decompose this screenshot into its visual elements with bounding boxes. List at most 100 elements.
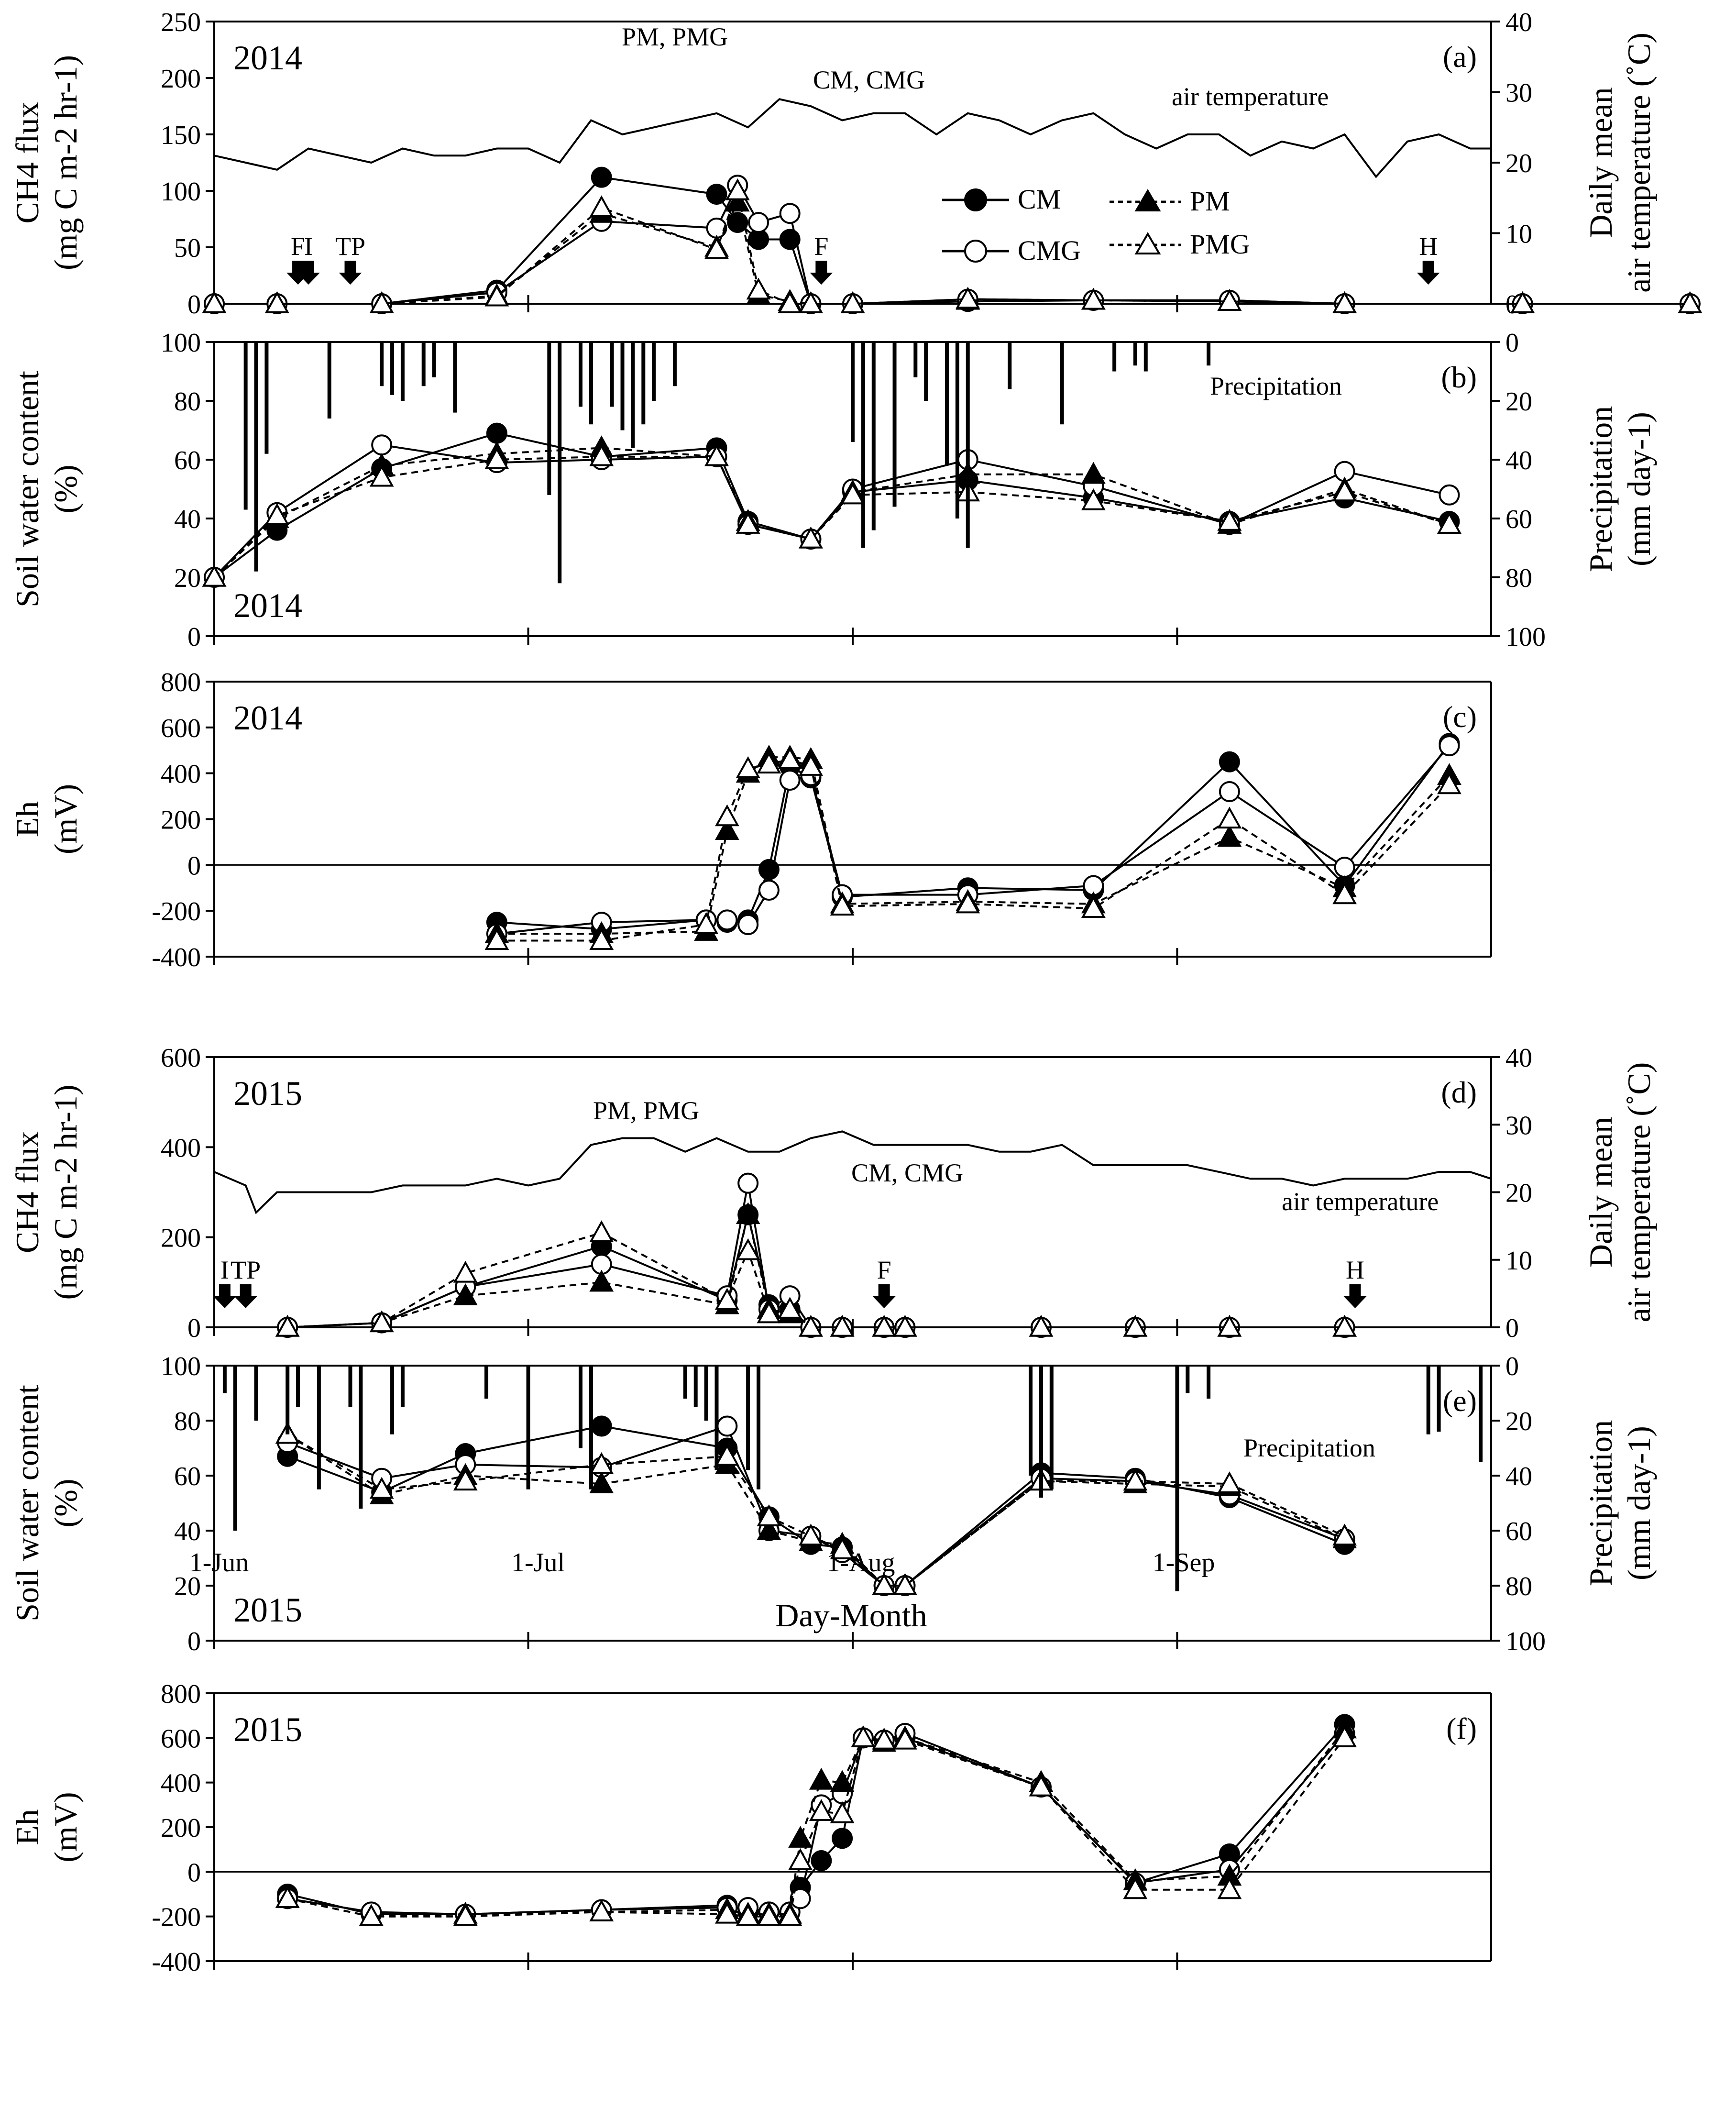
marker-pmg	[830, 1801, 855, 1823]
marker-pmg	[1217, 1877, 1242, 1899]
precipitation-bar	[1207, 342, 1211, 366]
y-tick-label: 800	[161, 668, 201, 697]
y-tick-label: 40	[174, 505, 201, 534]
y-tick-label: 200	[161, 805, 201, 835]
y-tick-label: 0	[187, 1858, 201, 1887]
precipitation-bar	[631, 342, 635, 448]
marker-pmg	[1081, 287, 1106, 310]
annotation: PM, PMG	[622, 22, 728, 51]
marker-cm	[758, 859, 780, 880]
marker-pmg	[778, 1904, 802, 1926]
marker-cm	[591, 1415, 612, 1437]
precipitation-bar	[1060, 342, 1064, 425]
y-tick-label: 600	[161, 714, 201, 743]
y2-tick-label: 10	[1505, 220, 1532, 249]
y2-tick-label: 20	[1505, 1407, 1532, 1436]
marker-pmg	[851, 1725, 876, 1747]
y-axis-unit: (mg C m-2 hr-1)	[47, 1084, 84, 1300]
marker-pmg	[1123, 1468, 1148, 1491]
legend-pmg-label: PMG	[1190, 229, 1250, 260]
marker-pmg	[757, 1504, 781, 1526]
precipitation-bar	[327, 342, 331, 419]
y-tick-label: 0	[187, 290, 201, 320]
y2-tick-label: 20	[1505, 1179, 1532, 1208]
marker-pmg	[1029, 1774, 1054, 1797]
marker-pmg	[714, 1288, 739, 1310]
marker-cmg	[716, 909, 738, 931]
precipitation-bar	[871, 342, 876, 530]
marker-pmg	[694, 912, 719, 934]
marker-pmg	[1217, 1314, 1242, 1337]
event-label: F	[877, 1256, 891, 1284]
panel-3: -400 -200 0 200 400 600 800 Eh (mV) (c) 2014	[9, 668, 1492, 972]
precipitation-bar	[484, 1366, 489, 1399]
precipitation-bar	[955, 342, 959, 518]
marker-pmg	[1081, 488, 1106, 510]
y-tick-label: 250	[161, 8, 201, 37]
marker-cm	[832, 1828, 853, 1849]
y-axis-title: Eh	[9, 1809, 45, 1845]
precipitation-bar	[1008, 342, 1012, 389]
marker-cm	[706, 184, 727, 205]
marker-pmg	[840, 291, 865, 313]
precipitation-bar	[233, 1366, 237, 1531]
precipitation-bar	[746, 1366, 750, 1470]
precipitation-bar	[652, 342, 656, 401]
marker-pmg	[264, 291, 289, 313]
precipitation-bar	[1207, 1366, 1211, 1399]
precipitation-bar	[317, 1366, 321, 1489]
marker-pm	[453, 1283, 478, 1305]
y-tick-label: 800	[161, 1679, 201, 1709]
precipitation-bar	[641, 342, 646, 425]
marker-pmg	[799, 1314, 823, 1337]
marker-pmg	[589, 1899, 614, 1921]
x-tick-aug: 1-Aug	[826, 1548, 895, 1577]
marker-pmg	[369, 291, 394, 313]
precipitation-bar	[1426, 1366, 1430, 1434]
marker-pmg	[778, 291, 802, 313]
marker-pmg	[359, 1904, 384, 1926]
y-tick-label: -200	[152, 897, 201, 927]
series-line-pm	[213, 447, 1450, 578]
precipitation-bar	[589, 1366, 593, 1489]
precipitation-bar	[254, 1366, 258, 1421]
y-axis-title: Soil water content	[9, 371, 45, 607]
marker-pmg	[264, 503, 289, 525]
marker-pmg	[788, 1848, 813, 1870]
y-tick-label: 600	[161, 1724, 201, 1754]
y2-tick-label: 0	[1505, 328, 1519, 358]
panel-year: 2015	[233, 1591, 302, 1629]
annotation: air temperature	[1282, 1187, 1439, 1216]
precipitation-bar	[1186, 1366, 1190, 1393]
precipitation-bar	[693, 1366, 698, 1407]
precipitation-bar	[589, 342, 593, 425]
precipitation-bar	[1029, 1366, 1033, 1476]
series-line-pmg	[496, 758, 1450, 942]
y2-tick-label: 80	[1505, 563, 1532, 593]
panel-tag: (f)	[1446, 1711, 1477, 1745]
precipitation-bar	[390, 342, 395, 395]
precipitation-bar	[892, 342, 897, 507]
marker-cm	[486, 422, 507, 444]
marker-pmg	[725, 178, 750, 200]
panel-year: 2014	[233, 586, 302, 625]
series-line-pm	[496, 756, 1450, 935]
y-tick-label: 20	[174, 1572, 201, 1601]
y-tick-label: 400	[161, 1133, 201, 1163]
y-tick-label: -400	[152, 1947, 201, 1977]
marker-pmg	[778, 747, 802, 769]
y-axis-unit: (%)	[47, 1479, 84, 1528]
marker-pm	[788, 1826, 813, 1848]
y-tick-label: 60	[174, 446, 201, 475]
y-tick-label: 0	[187, 1627, 201, 1656]
y2-axis-unit: (mm day-1)	[1621, 412, 1657, 566]
marker-pmg	[809, 1799, 834, 1821]
marker-pmg	[1332, 479, 1357, 502]
marker-pmg	[589, 1452, 614, 1474]
panel-tag: (a)	[1443, 40, 1477, 74]
event-arrow	[1417, 261, 1440, 285]
y-tick-label: 0	[187, 622, 201, 652]
marker-pmg	[589, 195, 614, 217]
y-axis-title: Eh	[9, 801, 45, 838]
marker-pm	[1217, 825, 1242, 847]
